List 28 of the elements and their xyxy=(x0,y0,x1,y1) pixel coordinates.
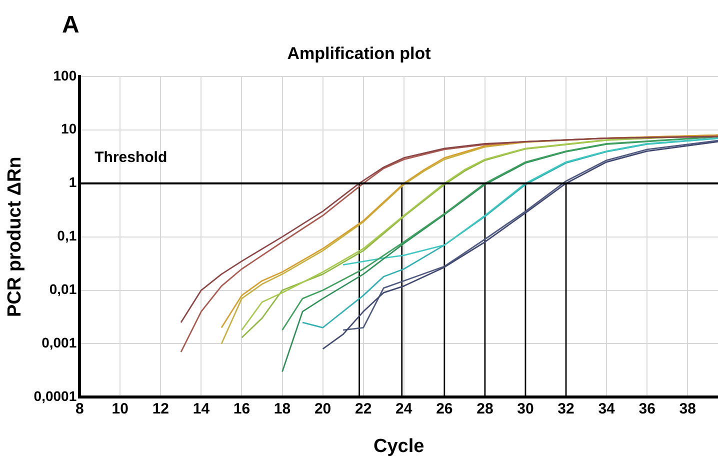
ref-line-label: Threshold xyxy=(94,148,168,166)
x-tick-label: 38 xyxy=(679,400,696,418)
x-tick-label: 26 xyxy=(436,400,453,418)
y-axis-title: PCR product ΔRn xyxy=(4,156,26,317)
x-axis-title: Cycle xyxy=(373,436,424,457)
x-tick-label: 34 xyxy=(598,400,616,418)
x-tick-label: 24 xyxy=(396,400,413,418)
x-tick-label: 8 xyxy=(75,400,84,418)
x-tick-label: 16 xyxy=(233,400,250,418)
chart-title: Amplification plot xyxy=(287,44,432,63)
x-tick-label: 36 xyxy=(638,400,656,418)
x-tick-label: 28 xyxy=(476,400,494,418)
x-tick-label: 22 xyxy=(355,400,372,418)
y-tick-label: 10 xyxy=(61,120,77,137)
y-tick-label: 1 xyxy=(68,174,77,190)
x-tick-label: 12 xyxy=(152,400,170,418)
y-tick-label: 100 xyxy=(53,67,77,84)
y-tick-label: 0,001 xyxy=(42,334,77,351)
y-tick-label: 0,1 xyxy=(57,228,77,244)
y-tick-label: 0,0001 xyxy=(34,388,77,404)
x-tick-label: 20 xyxy=(314,400,332,418)
text: A xyxy=(62,12,80,39)
x-tick-label: 14 xyxy=(192,400,210,418)
x-tick-label: 18 xyxy=(274,400,291,418)
y-tick-label: 0,01 xyxy=(49,281,77,298)
x-tick-label: 10 xyxy=(112,400,128,418)
x-tick-label: 32 xyxy=(558,400,574,418)
x-tick-label: 30 xyxy=(517,400,534,418)
